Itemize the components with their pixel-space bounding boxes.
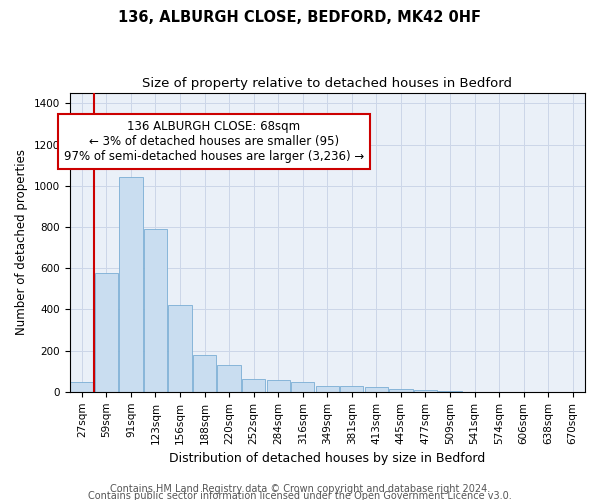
Bar: [95, 274, 118, 392]
Bar: [340, 386, 364, 392]
X-axis label: Distribution of detached houses by size in Bedford: Distribution of detached houses by size …: [169, 452, 485, 465]
Bar: [316, 386, 339, 392]
Text: 136 ALBURGH CLOSE: 68sqm
← 3% of detached houses are smaller (95)
97% of semi-de: 136 ALBURGH CLOSE: 68sqm ← 3% of detache…: [64, 120, 364, 163]
Text: Contains public sector information licensed under the Open Government Licence v3: Contains public sector information licen…: [88, 491, 512, 500]
Y-axis label: Number of detached properties: Number of detached properties: [15, 150, 28, 336]
Bar: [266, 380, 290, 392]
Text: 136, ALBURGH CLOSE, BEDFORD, MK42 0HF: 136, ALBURGH CLOSE, BEDFORD, MK42 0HF: [119, 10, 482, 25]
Bar: [70, 382, 94, 392]
Bar: [193, 354, 216, 392]
Text: Contains HM Land Registry data © Crown copyright and database right 2024.: Contains HM Land Registry data © Crown c…: [110, 484, 490, 494]
Bar: [389, 389, 413, 392]
Bar: [169, 306, 191, 392]
Bar: [242, 379, 265, 392]
Bar: [144, 229, 167, 392]
Bar: [217, 366, 241, 392]
Bar: [365, 388, 388, 392]
Title: Size of property relative to detached houses in Bedford: Size of property relative to detached ho…: [142, 78, 512, 90]
Bar: [119, 177, 143, 392]
Bar: [414, 390, 437, 392]
Bar: [291, 382, 314, 392]
